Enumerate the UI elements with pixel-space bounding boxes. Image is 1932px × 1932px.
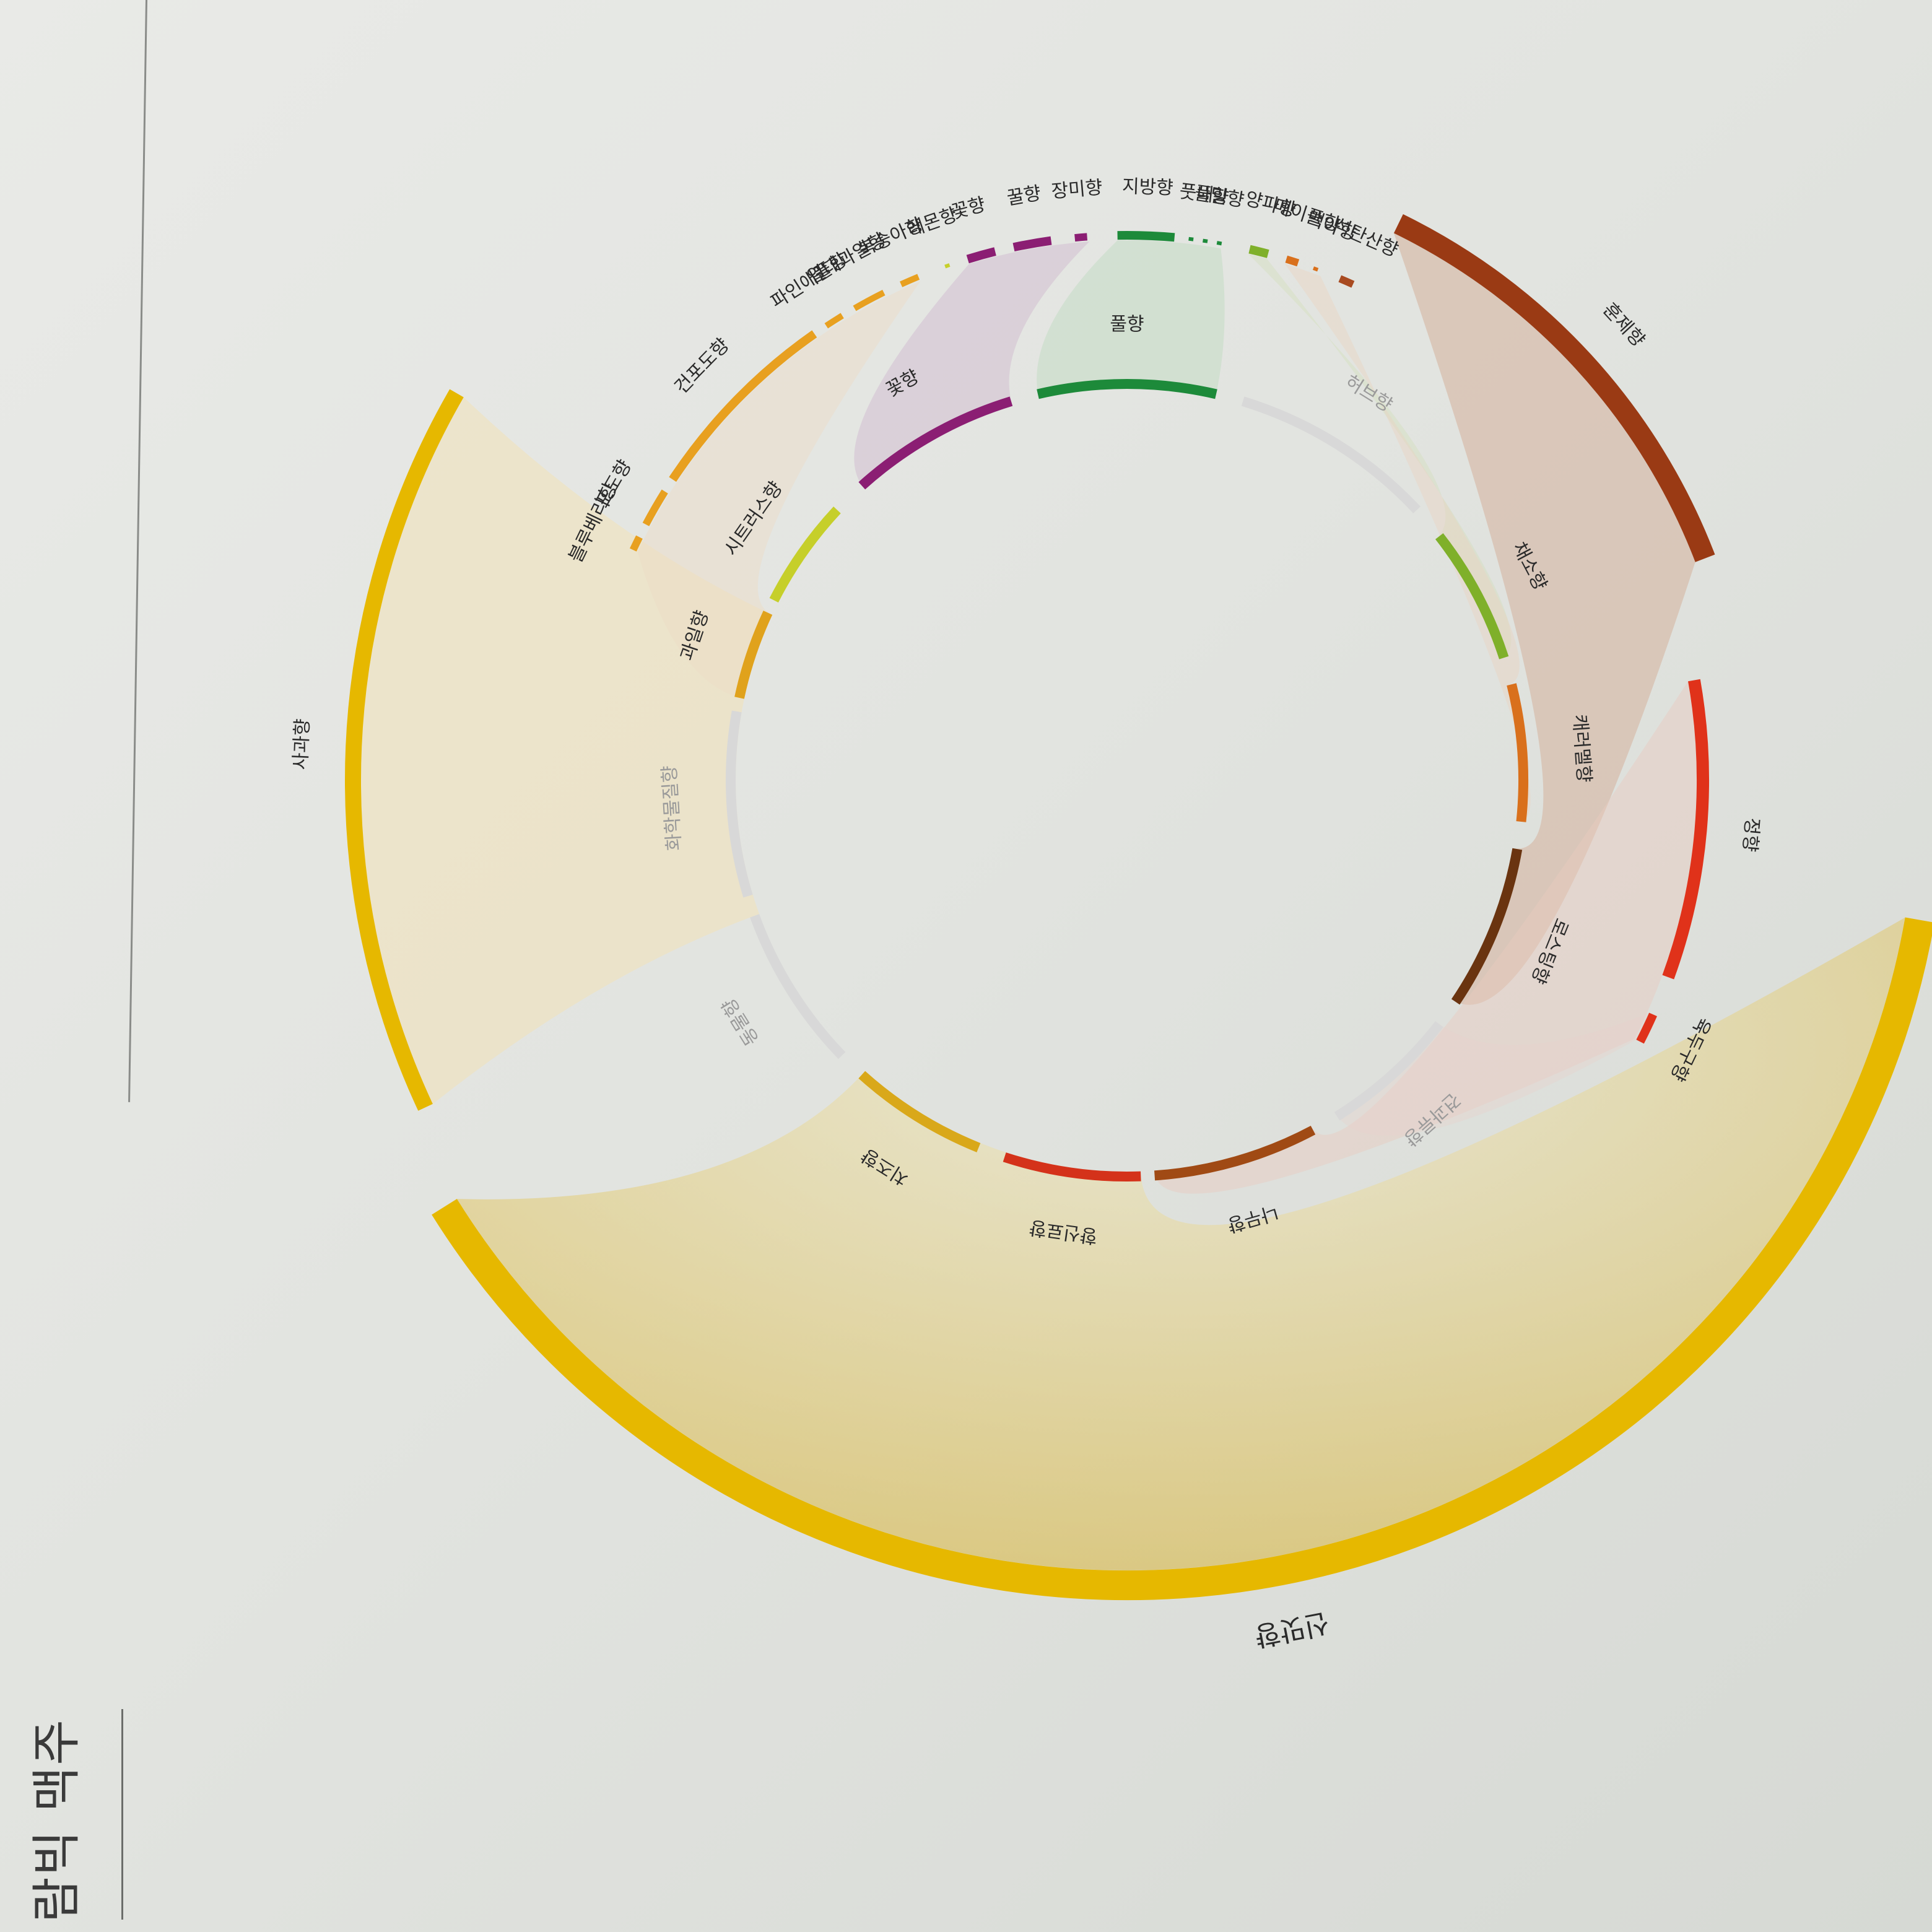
outer-ring-segment: [345, 389, 464, 1111]
outer-ring-segment: [1285, 255, 1300, 267]
outer-ring-label: 사과향: [290, 718, 314, 770]
outer-ring-label: 풀향: [1193, 183, 1230, 209]
outer-ring-label: 건포도향: [671, 334, 734, 398]
outer-ring-label: 밀향: [1208, 185, 1245, 212]
outer-ring-segment: [1248, 245, 1269, 258]
outer-ring-segment: [1662, 679, 1709, 980]
inner-ring-segment: [750, 914, 846, 1060]
inner-ring-segment: [726, 710, 753, 898]
outer-ring-segment: [1338, 275, 1355, 288]
flavor-ribbon: [1154, 681, 1697, 1194]
flavor-ribbon: [637, 281, 921, 699]
outer-ring-segment: [432, 917, 1932, 1601]
outer-ring-label: 신맛향: [1252, 1606, 1332, 1651]
outer-ring-label: 정향: [1738, 817, 1763, 853]
outer-ring-segment: [1074, 233, 1088, 242]
inner-ring-segment: [1507, 683, 1528, 822]
outer-ring-segment: [824, 313, 844, 329]
outer-ring: [345, 214, 1932, 1601]
outer-ring-label: 훈제향: [1598, 299, 1649, 352]
outer-ring-label: 꽃향: [949, 194, 988, 224]
inner-ring-segment: [1037, 378, 1217, 399]
inner-ring-segment: [1451, 848, 1523, 1005]
outer-ring-segment: [1393, 214, 1715, 562]
outer-ring-segment: [944, 263, 951, 269]
flavor-ribbon: [854, 242, 1090, 490]
inner-ring-segment: [858, 396, 1013, 490]
outer-ring-label: 지방향: [1121, 176, 1173, 199]
outer-ring-segment: [1188, 237, 1194, 242]
inner-ring-segment: [1334, 1021, 1443, 1121]
outer-ring-segment: [1312, 266, 1319, 272]
inner-ring-label: 동물향: [718, 994, 764, 1050]
outer-ring-segment: [642, 489, 668, 526]
outer-ring-label: 꿀향: [1005, 182, 1042, 209]
outer-ring-segment: [1117, 230, 1175, 242]
inner-ring-segment: [1435, 533, 1509, 659]
inner-ring-segment: [769, 507, 841, 603]
outer-ring-segment: [900, 274, 920, 287]
inner-ring-segment: [1154, 1126, 1316, 1181]
flavor-ribbon: [1334, 1012, 1650, 1136]
inner-ring-label: 풀향: [1110, 314, 1144, 336]
outer-ring-segment: [1012, 236, 1052, 252]
flavor-ribbon: [456, 917, 1905, 1570]
flavor-ribbon: [360, 397, 773, 1104]
inner-ring-segment: [858, 1071, 981, 1152]
inner-ring: [726, 378, 1528, 1181]
outer-ring-segment: [669, 330, 817, 482]
title-margin-rule: [121, 1709, 123, 1920]
inner-ring-label: 캐러멜향: [1569, 713, 1595, 783]
ribbon-layer: [360, 233, 1905, 1570]
outer-ring-segment: [1203, 238, 1208, 243]
inner-ring-segment: [1003, 1152, 1141, 1181]
inner-ring-segment: [1241, 396, 1421, 513]
outer-ring-label: 석탄산향: [1330, 214, 1401, 262]
outer-ring-segment: [1636, 1012, 1657, 1044]
outer-ring-segment: [629, 535, 643, 552]
outer-ring-segment: [966, 247, 996, 264]
outer-ring-segment: [853, 290, 886, 311]
outer-ring-label: 장미향: [1050, 176, 1103, 202]
outer-ring-label: 포도향: [591, 456, 636, 511]
inner-ring-segment: [734, 611, 773, 699]
flavor-ribbon: [1393, 233, 1695, 1005]
inner-ring-label: 화학물질향: [659, 765, 685, 851]
flavor-ribbon: [1037, 240, 1225, 399]
outer-ring-label: 풋내: [1178, 181, 1215, 206]
